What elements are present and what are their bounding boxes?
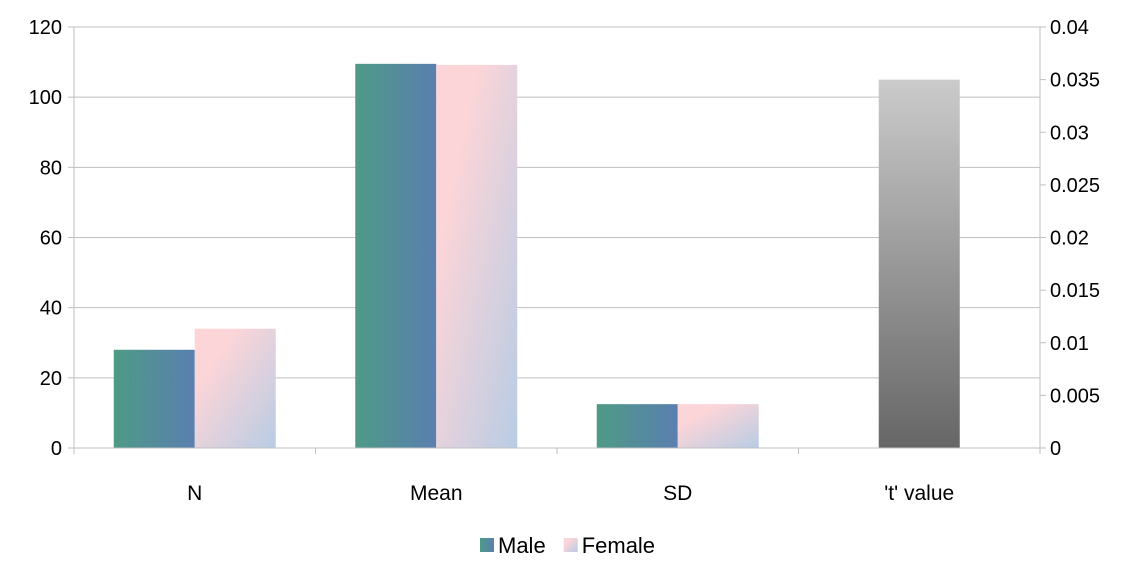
left-axis-tick-label: 0 [51,438,62,460]
bar-male [596,404,678,448]
axes: 0 20 40 60 80 100 120 0 0.005 0.01 0.015 0.02 0.025 0… [29,17,1100,505]
left-axis-tick-label: 100 [29,87,62,109]
right-axis-tick-label: 0 [1050,438,1061,460]
right-axis-tick-label: 0.035 [1050,70,1100,92]
right-axis-tick-label: 0.04 [1050,17,1089,39]
legend-swatch [480,538,494,552]
bar-male [113,349,195,448]
left-axis-tick-label: 60 [40,228,62,250]
x-axis-category-label: 't' value [884,482,954,505]
right-axis-tick-label: 0.015 [1050,280,1100,302]
legend-label: Female [582,533,655,558]
left-axis-tick-label: 120 [29,17,62,39]
right-axis-tick-label: 0.01 [1050,333,1089,355]
left-axis-tick-label: 80 [40,157,62,179]
legend-swatch [563,538,578,552]
bar-female [677,404,759,448]
x-axis-category-label: Mean [410,482,463,505]
bar-male [355,63,437,449]
bar-series-2 [878,79,960,448]
right-axis-tick-label: 0.02 [1050,228,1089,250]
bars [113,63,960,449]
bar-female [194,328,276,448]
legend: Male Female [480,533,655,558]
right-axis-tick-label: 0.025 [1050,175,1100,197]
left-axis-tick-label: 40 [40,298,62,320]
right-axis-tick-label: 0.005 [1050,385,1100,407]
right-axis-tick-label: 0.03 [1050,122,1089,144]
x-axis-category-label: SD [663,482,692,505]
legend-label: Male [498,533,546,558]
left-axis-tick-label: 20 [40,368,62,390]
bar-female [436,64,518,448]
x-axis-category-label: N [187,482,202,505]
